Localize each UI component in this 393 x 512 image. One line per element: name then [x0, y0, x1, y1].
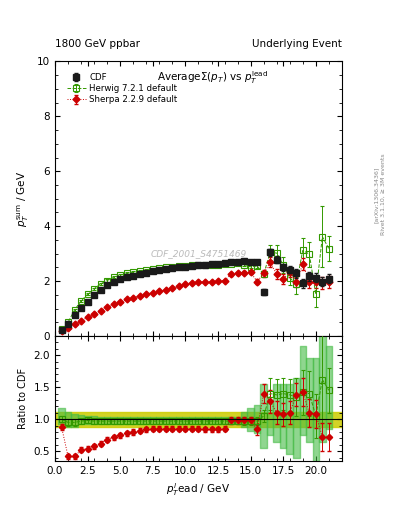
Bar [55, 412, 342, 427]
Y-axis label: Ratio to CDF: Ratio to CDF [18, 368, 28, 429]
Text: Rivet 3.1.10, ≥ 3M events: Rivet 3.1.10, ≥ 3M events [381, 154, 386, 236]
X-axis label: $p_T^l$ead / GeV: $p_T^l$ead / GeV [166, 481, 231, 498]
Text: Underlying Event: Underlying Event [252, 38, 342, 49]
Text: 1800 GeV ppbar: 1800 GeV ppbar [55, 38, 140, 49]
Y-axis label: $p_T^{\rm sum}$ / GeV: $p_T^{\rm sum}$ / GeV [16, 170, 31, 227]
Text: CDF_2001_S4751469: CDF_2001_S4751469 [151, 249, 246, 258]
Legend: CDF, Herwig 7.2.1 default, Sherpa 2.2.9 default: CDF, Herwig 7.2.1 default, Sherpa 2.2.9 … [65, 71, 179, 106]
Text: [arXiv:1306.3436]: [arXiv:1306.3436] [374, 166, 379, 223]
Text: Average$\Sigma(p_T)$ vs $p_T^{\rm lead}$: Average$\Sigma(p_T)$ vs $p_T^{\rm lead}$ [157, 70, 268, 87]
